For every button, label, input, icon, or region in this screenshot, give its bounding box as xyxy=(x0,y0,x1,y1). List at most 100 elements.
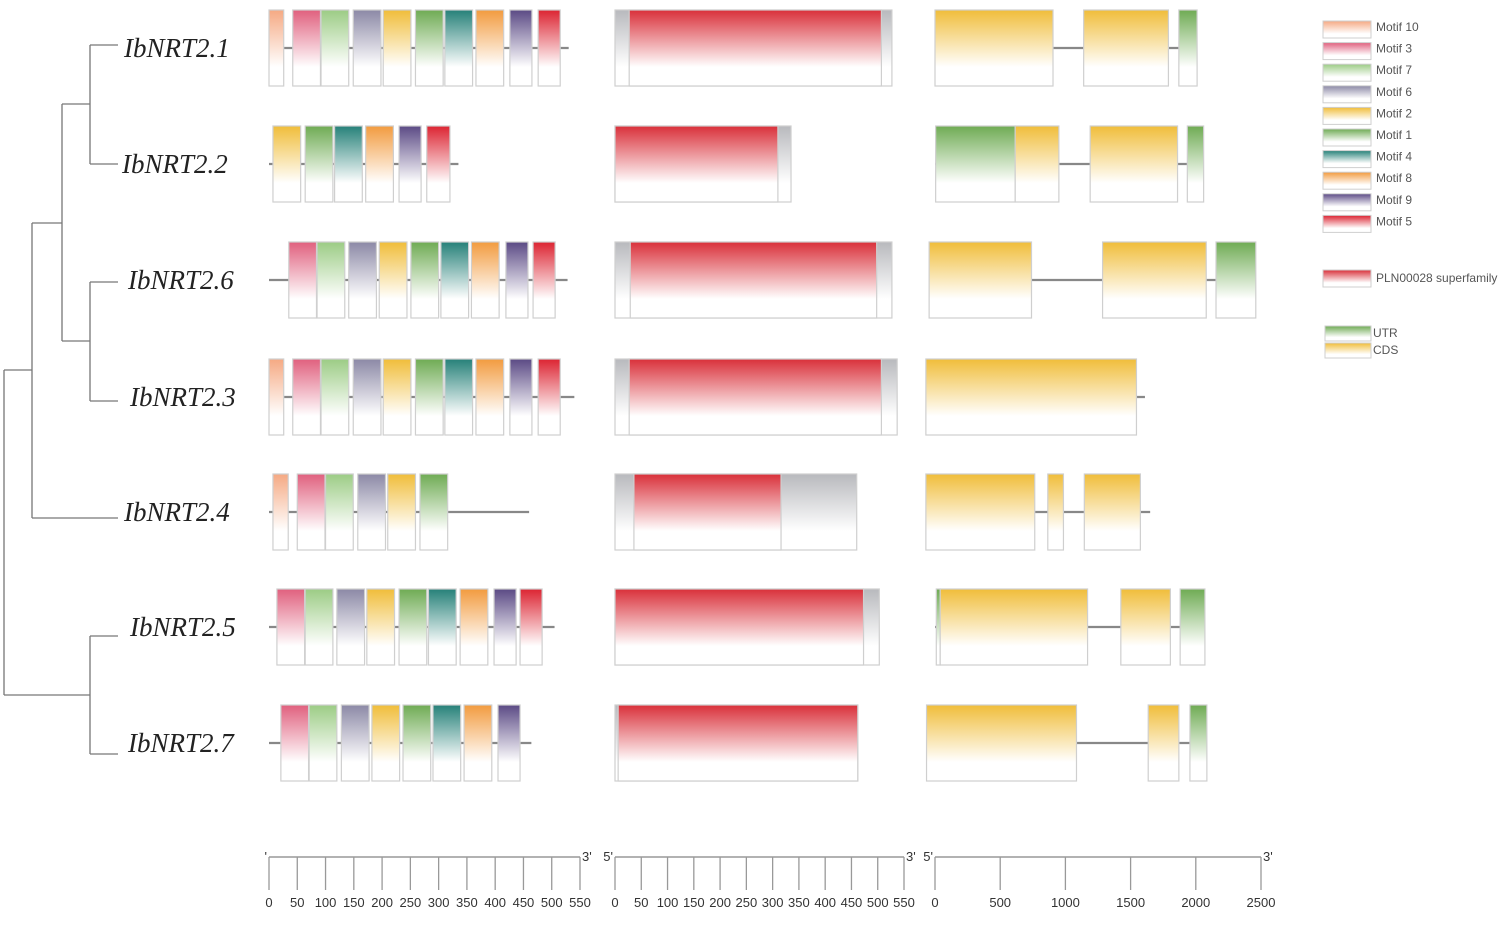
motif-box-motif-9 xyxy=(398,125,422,203)
legend: Motif 10 Motif 3 Motif 7 Motif 6 Motif 2 Moti… xyxy=(1322,20,1497,359)
cds-box xyxy=(1147,704,1180,782)
legend-label: Motif 3 xyxy=(1376,42,1412,56)
tick-label: 550 xyxy=(893,895,915,910)
motif-box-motif-1 xyxy=(414,358,444,436)
motif-box-motif-3 xyxy=(276,588,306,666)
cds-box xyxy=(1083,9,1170,87)
motif-box-motif-9 xyxy=(497,704,521,782)
motif-box-motif-8 xyxy=(470,241,500,319)
motif-row-ibnrt2-5 xyxy=(269,588,555,666)
tick-label: 50 xyxy=(290,895,304,910)
legend-swatch xyxy=(1322,193,1372,212)
motif-row-ibnrt2-2 xyxy=(269,125,459,203)
tick-label: 1000 xyxy=(1051,895,1080,910)
motif-box-motif-8 xyxy=(463,704,493,782)
gene-label-ibnrt2-1: IbNRT2.1 xyxy=(123,33,230,63)
legend-label: UTR xyxy=(1373,326,1398,340)
tick-label: 0 xyxy=(611,895,618,910)
legend-swatch xyxy=(1322,171,1372,190)
tick-label: 400 xyxy=(484,895,506,910)
tick-label: 100 xyxy=(657,895,679,910)
legend-swatch xyxy=(1322,20,1372,39)
tree-branch xyxy=(32,104,63,341)
motif-box-motif-1 xyxy=(398,588,428,666)
domain-panel xyxy=(614,9,898,782)
tick-label: 350 xyxy=(456,895,478,910)
motif-box-motif-3 xyxy=(292,9,322,87)
tree-branch xyxy=(62,44,118,165)
cds-box xyxy=(1120,588,1171,666)
legend-item-motif-6: Motif 6 xyxy=(1322,85,1412,104)
tree-branch xyxy=(4,223,118,519)
gene-row-ibnrt2-7 xyxy=(925,704,1208,782)
motif-box-motif-2 xyxy=(272,125,302,203)
legend-label: Motif 8 xyxy=(1376,171,1412,185)
motif-box-motif-8 xyxy=(459,588,489,666)
domain-box-pln00028 xyxy=(633,473,782,551)
tick-label: 200 xyxy=(709,895,731,910)
motif-box-motif-2 xyxy=(382,9,412,87)
tick-label: 200 xyxy=(371,895,393,910)
domain-box-pln00028 xyxy=(614,588,865,666)
motif-box-motif-1 xyxy=(410,241,440,319)
motif-row-ibnrt2-6 xyxy=(269,241,568,319)
three-prime-label: 3' xyxy=(906,849,916,864)
cds-box xyxy=(1101,241,1207,319)
motif-box-motif-4 xyxy=(444,9,474,87)
tick-label: 0 xyxy=(931,895,938,910)
cds-box xyxy=(1047,473,1065,551)
cds-box xyxy=(939,588,1089,666)
phylogenetic-tree xyxy=(3,44,118,755)
gene-label-ibnrt2-6: IbNRT2.6 xyxy=(127,265,234,295)
tick-label: 300 xyxy=(762,895,784,910)
motif-box-motif-10 xyxy=(268,358,285,436)
tick-label: 300 xyxy=(428,895,450,910)
gene-labels: IbNRT2.1 IbNRT2.2 IbNRT2.6 IbNRT2.3 IbNRT2.4… xyxy=(121,33,236,758)
tick-label: 500 xyxy=(541,895,563,910)
motif-box-motif-7 xyxy=(308,704,338,782)
five-prime-label: ' xyxy=(265,849,267,864)
legend-item-utr: UTR xyxy=(1324,325,1398,342)
legend-item-motif-10: Motif 10 xyxy=(1322,20,1419,39)
motif-row-ibnrt2-7 xyxy=(269,704,532,782)
legend-item-motif-1: Motif 1 xyxy=(1322,128,1412,147)
motif-box-motif-2 xyxy=(387,473,417,551)
cds-box xyxy=(1014,125,1060,203)
domain-box-pln00028 xyxy=(617,704,859,782)
motif-box-motif-6 xyxy=(348,241,378,319)
motif-box-motif-1 xyxy=(402,704,432,782)
cds-box xyxy=(1083,473,1141,551)
motif-box-motif-5 xyxy=(532,241,556,319)
cds-box xyxy=(934,9,1054,87)
legend-item-motif-2: Motif 2 xyxy=(1322,106,1412,125)
tick-label: 150 xyxy=(343,895,365,910)
motif-box-motif-9 xyxy=(505,241,529,319)
legend-item-motif-3: Motif 3 xyxy=(1322,42,1412,61)
motif-box-motif-5 xyxy=(537,9,561,87)
motif-box-motif-9 xyxy=(493,588,517,666)
tick-label: 550 xyxy=(569,895,591,910)
gene-row-ibnrt2-2 xyxy=(935,125,1205,203)
tick-label: 2500 xyxy=(1247,895,1276,910)
motif-box-motif-2 xyxy=(378,241,408,319)
tick-label: 500 xyxy=(867,895,889,910)
legend-label: Motif 10 xyxy=(1376,20,1419,34)
five-prime-label: 5' xyxy=(923,849,933,864)
gene-label-ibnrt2-7: IbNRT2.7 xyxy=(127,728,235,758)
domain-row-ibnrt2-6 xyxy=(614,241,893,319)
domain-box-pln00028 xyxy=(628,358,883,436)
legend-swatch xyxy=(1324,342,1372,359)
gene-row-ibnrt2-5 xyxy=(935,588,1206,666)
legend-label: PLN00028 superfamily xyxy=(1376,271,1497,285)
domain-row-ibnrt2-3 xyxy=(614,358,898,436)
legend-item-cds: CDS xyxy=(1324,342,1398,359)
gene-row-ibnrt2-4 xyxy=(925,473,1151,551)
motif-box-motif-6 xyxy=(340,704,370,782)
motif-panel xyxy=(268,9,575,782)
motif-box-motif-6 xyxy=(357,473,387,551)
tick-label: 250 xyxy=(400,895,422,910)
gene-label-ibnrt2-2: IbNRT2.2 xyxy=(121,149,228,179)
utr-box xyxy=(1178,9,1198,87)
domain-row-ibnrt2-2 xyxy=(614,125,792,203)
legend-label: Motif 9 xyxy=(1376,193,1412,207)
